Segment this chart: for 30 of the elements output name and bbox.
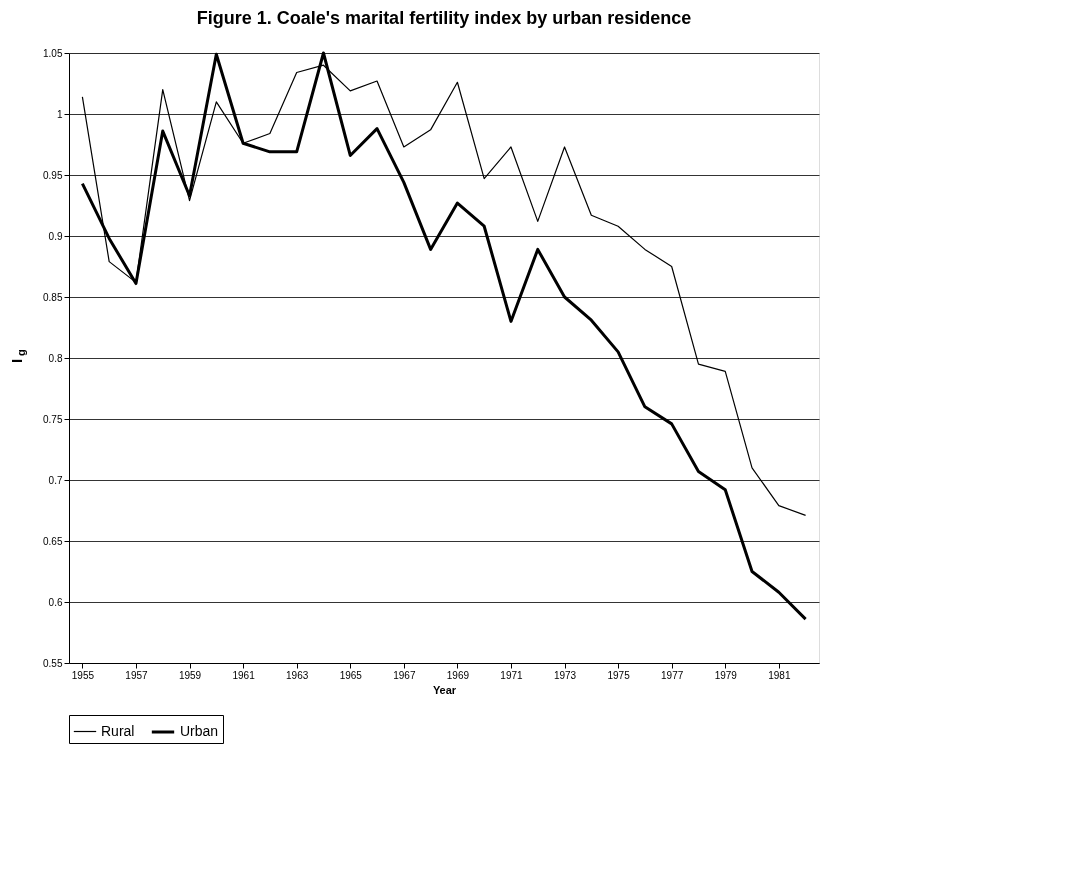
x-tick-label: 1973: [553, 669, 577, 681]
x-tick-label: 1961: [232, 669, 256, 681]
x-tick-label: 1981: [768, 669, 791, 681]
y-tick-label: 0.95: [43, 169, 63, 181]
x-tick-label: 1979: [714, 669, 738, 681]
legend-label: Rural: [101, 722, 135, 739]
y-tick-label: 0.65: [43, 535, 63, 547]
x-tick-label: 1971: [500, 669, 524, 681]
x-tick-label: 1955: [71, 669, 95, 681]
x-tick-label: 1963: [286, 669, 309, 681]
x-tick-label: 1977: [661, 669, 684, 681]
x-tick-label: 1965: [339, 669, 363, 681]
y-tick-label: 0.7: [48, 474, 63, 486]
x-axis-title: Year: [432, 683, 457, 696]
x-tick-label: 1969: [446, 669, 470, 681]
x-tick-label: 1959: [178, 669, 202, 681]
x-tick-label: 1975: [607, 669, 631, 681]
y-tick-label: 0.75: [43, 413, 63, 425]
x-tick-label: 1967: [393, 669, 416, 681]
legend-label: Urban: [180, 723, 219, 739]
y-tick-label: 0.55: [43, 657, 63, 669]
chart-title: Figure 1. Coale's marital fertility index by urban residence: [196, 8, 692, 28]
x-tick-label: 1957: [125, 669, 149, 681]
y-tick-label: 1.05: [43, 47, 63, 59]
y-tick-label: 0.9: [48, 230, 63, 242]
y-axis-title: Ig: [8, 349, 27, 364]
y-tick-label: 0.85: [43, 291, 63, 303]
y-tick-label: 1: [56, 108, 63, 120]
y-tick-label: 0.8: [48, 352, 63, 364]
y-tick-label: 0.6: [48, 596, 63, 608]
